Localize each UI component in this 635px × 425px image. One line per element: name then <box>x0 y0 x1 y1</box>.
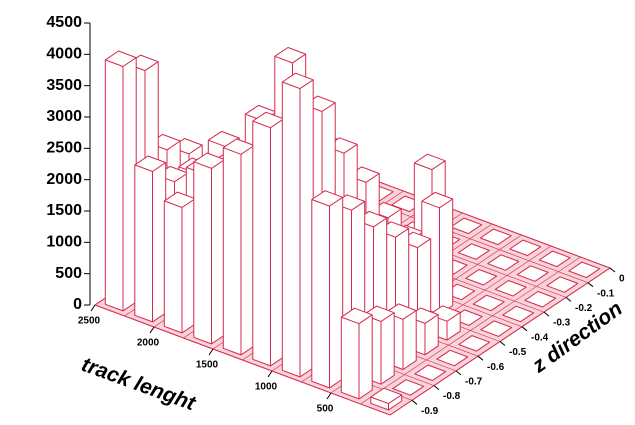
x-axis-label: track lenght <box>78 353 199 416</box>
bar <box>414 364 447 381</box>
bar <box>509 239 542 257</box>
x-tick-label: 2000 <box>137 338 160 349</box>
x-tick <box>326 392 332 400</box>
z-tick <box>543 311 550 317</box>
x-tick-label: 1500 <box>196 360 219 371</box>
bar <box>134 155 167 323</box>
z-tick-label: -0.3 <box>553 318 571 329</box>
bars <box>104 47 601 411</box>
bar <box>392 379 425 396</box>
z-tick <box>433 385 440 390</box>
bar <box>222 138 255 356</box>
x-tick-label: 1000 <box>255 382 278 393</box>
z-tick-label: -0.1 <box>597 288 615 299</box>
z-tick-label: -0.8 <box>443 391 461 402</box>
bar <box>538 250 571 268</box>
x-tick <box>149 326 155 334</box>
bar <box>104 50 137 312</box>
x-tick <box>267 370 273 378</box>
y-tick-label: 4500 <box>46 14 82 31</box>
x-tick-label: 2500 <box>78 316 101 327</box>
z-tick-label: -0.7 <box>465 377 483 388</box>
z-tick <box>411 399 418 405</box>
z-tick <box>587 282 594 288</box>
y-tick-label: 3500 <box>46 77 82 94</box>
bar <box>163 191 196 334</box>
y-tick-label: 0 <box>73 296 82 313</box>
bar <box>465 269 498 286</box>
x-tick-label: 500 <box>317 404 334 415</box>
z-tick-label: -0.9 <box>421 406 439 417</box>
bar <box>457 243 490 260</box>
z-tick <box>455 370 462 376</box>
bar <box>311 190 344 389</box>
z-tick <box>477 355 484 361</box>
z-tick-label: -0.2 <box>575 303 593 314</box>
bar <box>546 276 579 293</box>
z-tick <box>565 297 572 302</box>
bar <box>568 261 601 279</box>
bar <box>193 152 226 345</box>
z-tick-label: -0.5 <box>509 347 527 358</box>
y-tick-label: 3000 <box>46 108 82 125</box>
x-tick <box>90 304 96 312</box>
y-tick-label: 2500 <box>46 140 82 157</box>
x-tick <box>208 348 214 356</box>
bar <box>252 111 285 367</box>
y-tick-label: 1500 <box>46 202 82 219</box>
z-tick <box>609 267 616 273</box>
y-tick-label: 2000 <box>46 171 82 188</box>
floor-mesh <box>94 304 391 416</box>
bar <box>516 265 549 282</box>
bar <box>370 387 403 411</box>
z-tick-label: -0.4 <box>531 332 549 343</box>
bar <box>502 305 535 323</box>
bar <box>479 228 512 246</box>
bar <box>436 349 469 367</box>
bar <box>472 294 505 312</box>
bar <box>458 335 491 352</box>
y-tick-label: 500 <box>55 265 82 282</box>
bar <box>524 291 557 308</box>
y-tick-label: 1000 <box>46 234 82 251</box>
bar <box>450 217 483 235</box>
bar <box>494 280 527 297</box>
bar <box>281 72 314 378</box>
z-tick-label: -0.6 <box>487 362 505 373</box>
z-tick <box>499 341 506 346</box>
z-tick <box>521 326 528 332</box>
z-tick-label: 0 <box>619 274 625 285</box>
bar <box>480 320 513 337</box>
bar <box>487 254 520 271</box>
y-tick-label: 4000 <box>46 46 82 63</box>
bar <box>340 307 373 400</box>
